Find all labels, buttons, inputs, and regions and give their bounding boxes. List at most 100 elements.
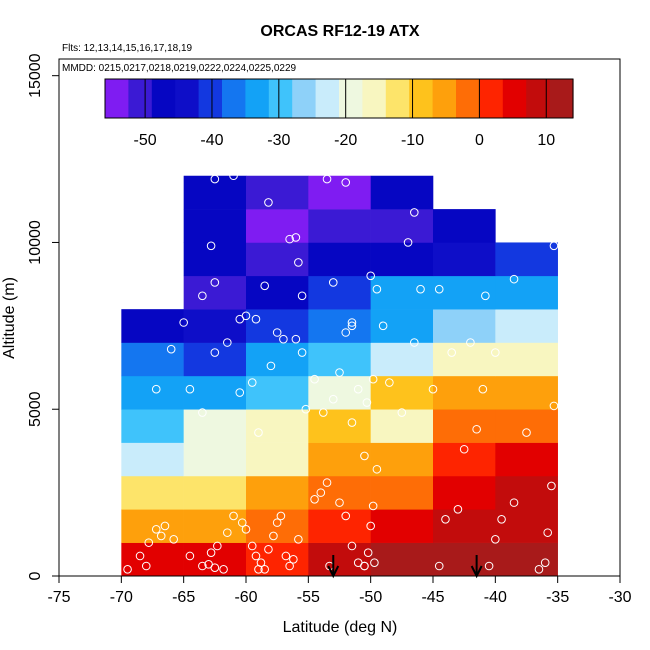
sample-point (335, 498, 344, 507)
x-tick-label: -45 (421, 589, 444, 606)
colorbar-swatch (151, 79, 176, 118)
x-tick-label: -40 (484, 589, 507, 606)
sample-point (441, 514, 450, 524)
sample-point (491, 348, 500, 357)
heatmap-cell (183, 409, 247, 443)
heatmap-cell (308, 409, 371, 443)
heatmap-cell (495, 509, 558, 543)
heatmap-cell (370, 175, 434, 210)
sample-point (385, 378, 394, 387)
y-tick-label: 15000 (27, 53, 44, 98)
sample-point (372, 464, 382, 474)
sample-point (204, 560, 213, 569)
sample-point (310, 494, 319, 504)
sample-point (160, 521, 170, 531)
sample-point (291, 334, 301, 344)
heatmap-cell (308, 209, 371, 243)
colorbar-swatch (409, 79, 434, 118)
heatmap-cell (121, 409, 184, 443)
sample-point (372, 284, 382, 294)
sample-point (347, 318, 357, 327)
heatmap-cell (183, 509, 247, 543)
sample-point (453, 504, 463, 514)
heatmap-cell (495, 309, 558, 343)
y-axis: 0 5000 10000 15000 (27, 53, 59, 580)
sample-point (341, 511, 351, 521)
colorbar-swatch (128, 79, 153, 118)
heatmap-cell (183, 242, 247, 277)
sample-point (353, 384, 363, 394)
sample-point (229, 171, 238, 181)
heatmap-cell (246, 342, 309, 377)
x-tick-label: -35 (546, 589, 569, 606)
heatmap-cell (308, 475, 371, 510)
heatmap-cell (308, 275, 371, 310)
sample-point (291, 233, 301, 242)
sample-point (241, 525, 251, 534)
sample-point (247, 541, 257, 551)
sample-point (328, 278, 338, 287)
colorbar-swatch (175, 79, 200, 118)
colorbar-frame (104, 78, 574, 119)
heatmap-cell (433, 409, 496, 443)
colorbar-swatch (385, 79, 410, 118)
heatmap-cell (121, 542, 184, 577)
sample-point (509, 498, 519, 507)
sample-point (241, 311, 251, 321)
flights-label: Flts: 12,13,14,15,16,17,18,19 (62, 43, 193, 54)
sample-point (368, 501, 378, 511)
sample-point (522, 428, 531, 437)
sample-point (428, 384, 438, 394)
sample-point (144, 538, 154, 547)
sample-point (229, 511, 238, 521)
heatmap-cell (495, 542, 558, 577)
sample-point (272, 518, 282, 527)
sample-point (223, 338, 232, 347)
heatmap-cell (370, 375, 434, 410)
sample-point (235, 388, 245, 397)
sample-point (434, 561, 444, 571)
heatmap-cell (495, 275, 558, 310)
sample-point (491, 535, 500, 544)
sample-point (213, 541, 222, 551)
sample-point (237, 518, 247, 527)
sample-point (328, 394, 338, 404)
colorbar-swatch (105, 79, 129, 118)
x-tick-label: -60 (234, 589, 257, 606)
sample-point (185, 384, 195, 394)
heatmap-cell (246, 275, 309, 310)
colorbar-swatch (339, 79, 363, 118)
heatmap-cell (370, 509, 434, 543)
heatmap-cell (433, 275, 496, 310)
sample-point (264, 545, 273, 554)
x-tick-label: -55 (297, 589, 320, 606)
heatmap-cell (370, 309, 434, 343)
sample-point (447, 348, 457, 357)
colorbar-swatch (549, 79, 574, 118)
heatmap-cell (183, 275, 247, 310)
sample-point (316, 488, 326, 497)
heatmap-cell (246, 475, 309, 510)
heatmap-cell (121, 375, 184, 410)
sample-point (210, 174, 220, 184)
sample-point (247, 378, 257, 387)
sample-point (322, 478, 332, 487)
heatmap-cells (121, 175, 558, 577)
x-tick-label: -65 (172, 589, 195, 606)
heatmap-cell (183, 375, 247, 410)
colorbar: -50 -40 -30 -20 -10 0 10 (104, 78, 574, 149)
colorbar-swatch (315, 79, 340, 118)
sample-point (210, 278, 220, 287)
heatmap-cell (308, 175, 371, 210)
heatmap-cell (495, 475, 558, 510)
sample-point (484, 561, 494, 571)
colorbar-tick-label: 10 (537, 132, 555, 149)
heatmap-cell (495, 375, 558, 410)
heatmap-cell (370, 275, 434, 310)
heatmap-cell (121, 309, 184, 343)
heatmap-cell (246, 442, 309, 477)
heatmap-cell (308, 342, 371, 377)
colorbar-tick-label: -40 (200, 132, 223, 149)
x-tick-label: -50 (359, 589, 382, 606)
sample-point (341, 178, 351, 187)
